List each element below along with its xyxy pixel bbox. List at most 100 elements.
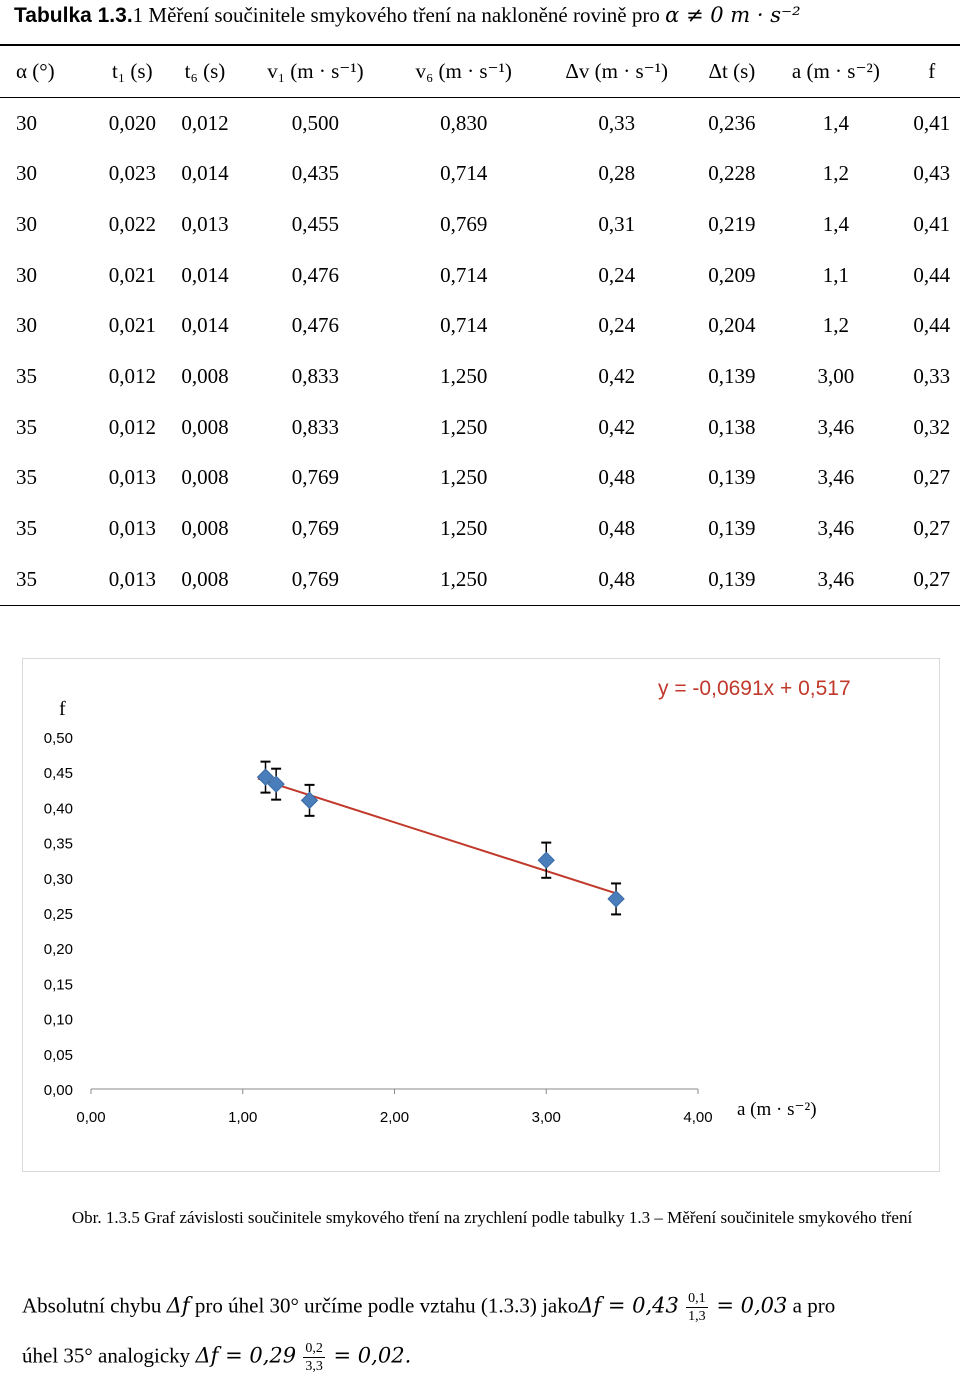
table-cell: 0,021: [108, 313, 156, 338]
table-cell: 0,455: [291, 211, 340, 236]
table-caption: Tabulka 1.3.1 Měření součinitele smykové…: [14, 0, 801, 31]
header-alpha: α (°): [16, 58, 55, 83]
table-cell: 35: [16, 414, 37, 439]
chart-frame: 0,00 0,05 0,10 0,15 0,20 0,25 0,30 0,35 0,40 0,45…: [22, 658, 940, 1172]
table-cell: 1,250: [440, 566, 488, 591]
table-cell: 1,2: [822, 161, 849, 186]
fraction-1-num: 0,1: [686, 1291, 708, 1308]
table-cell: 35: [16, 363, 37, 388]
table-cell: 0,139: [708, 566, 756, 591]
table-cell: 0,28: [598, 161, 636, 186]
table-cell: 0,41: [913, 211, 951, 236]
table-cell: 0,830: [440, 110, 488, 135]
table-cell: 0,42: [598, 363, 636, 388]
table-cell: 0,014: [181, 313, 229, 338]
table-cell: 0,008: [181, 414, 229, 439]
para-delta-f-1: Δf: [166, 1293, 190, 1318]
table-cell: 0,020: [108, 110, 156, 135]
table-cell: 0,219: [708, 211, 756, 236]
table-cell: 0,24: [598, 313, 636, 338]
table-cell: 0,008: [181, 566, 229, 591]
para-tail-1: a pro: [787, 1293, 836, 1318]
table-cell: 30: [16, 110, 37, 135]
measurement-table: α (°) t₁ (s) t₆ (s) v₁ (m · s⁻¹) v₆ (m ·…: [0, 44, 960, 606]
table-cell: 35: [16, 465, 37, 490]
table-cell: 0,33: [598, 110, 636, 135]
table-cell: 0,022: [108, 211, 156, 236]
table-row: 35 0,012 0,008 0,833 1,250 0,42 0,138 3,46 0,32: [0, 402, 960, 453]
table-cell: 0,27: [913, 465, 951, 490]
para-expr-1: = 0,43: [601, 1293, 679, 1318]
x-tick-label: 4,00: [683, 1109, 712, 1126]
y-tick-label: 0,10: [44, 1012, 73, 1029]
table-cell: 0,012: [181, 110, 229, 135]
header-t1: t₁ (s): [112, 58, 153, 83]
paragraph-line-2: úhel 35° analogicky Δf = 0,29 0,2 3,3 = 0…: [22, 1340, 411, 1375]
header-t6: t₆ (s): [184, 58, 226, 83]
table-caption-lead: Tabulka 1.3.: [14, 4, 133, 27]
table-cell: 3,46: [817, 566, 855, 591]
table-cell: 0,013: [108, 566, 156, 591]
header-dt: Δt (s): [708, 58, 756, 83]
table-cell: 0,769: [291, 465, 340, 490]
table-cell: 1,250: [440, 516, 488, 541]
table-cell: 0,48: [598, 566, 636, 591]
data-point-2: [300, 791, 319, 810]
table-cell: 0,24: [598, 262, 636, 287]
table-cell: 0,023: [108, 161, 156, 186]
table-cell: 0,769: [291, 516, 340, 541]
para-text-1a: Absolutní chybu: [22, 1293, 167, 1318]
para-delta-f-2: Δf: [195, 1343, 219, 1368]
table-cell: 1,1: [822, 262, 849, 287]
table-cell: 0,476: [291, 262, 340, 287]
table-cell: 0,714: [440, 313, 488, 338]
table-row: 30 0,020 0,012 0,500 0,830 0,33 0,236 1,4 0,41: [0, 97, 960, 148]
y-axis-label: f: [59, 698, 66, 720]
table-cell: 0,500: [291, 110, 340, 135]
table-header-row: α (°) t₁ (s) t₆ (s) v₁ (m · s⁻¹) v₆ (m ·…: [0, 45, 960, 98]
header-v6: v₆ (m · s⁻¹): [415, 58, 512, 83]
table-cell: 0,44: [913, 262, 951, 287]
fraction-2-num: 0,2: [303, 1341, 325, 1358]
table-cell: 0,013: [108, 516, 156, 541]
table-cell: 0,228: [708, 161, 756, 186]
table-cell: 1,250: [440, 363, 488, 388]
para-result-1: = 0,03: [709, 1293, 788, 1318]
fraction-1: 0,1 1,3: [686, 1290, 708, 1325]
table-cell: 0,139: [708, 363, 756, 388]
table-cell: 3,46: [817, 516, 855, 541]
table-cell: 1,250: [440, 465, 488, 490]
y-tick-label: 0,40: [44, 800, 73, 817]
y-tick-label: 0,05: [44, 1047, 73, 1064]
table-cell: 0,714: [440, 262, 488, 287]
y-tick-label: 0,15: [44, 976, 73, 993]
x-tick-label: 2,00: [380, 1109, 409, 1126]
table-cell: 0,27: [913, 566, 951, 591]
paragraph-line-1: Absolutní chybu Δf pro úhel 30° určíme p…: [22, 1290, 835, 1325]
para-delta-f-1b: Δf: [578, 1293, 602, 1318]
x-tick-label: 0,00: [76, 1109, 105, 1126]
table-caption-condition: α ≠ 0 m · s⁻²: [665, 3, 801, 27]
para-text-1b: pro úhel 30° určíme podle vztahu (1.3.3)…: [189, 1293, 579, 1318]
table-cell: 0,833: [291, 414, 340, 439]
table-cell: 30: [16, 211, 37, 236]
table-cell: 3,00: [817, 363, 855, 388]
table-cell: 30: [16, 313, 37, 338]
x-axis-label: a (m · s⁻²): [737, 1099, 817, 1120]
para-expr-2: = 0,29: [218, 1343, 297, 1368]
table-cell: 0,31: [598, 211, 636, 236]
table-cell: 0,32: [913, 414, 951, 439]
header-v1: v₁ (m · s⁻¹): [267, 58, 364, 83]
table-cell: 0,012: [108, 363, 156, 388]
y-tick-label: 0,45: [44, 765, 73, 782]
scatter-chart: 0,00 0,05 0,10 0,15 0,20 0,25 0,30 0,35 0,40 0,45…: [44, 677, 851, 1126]
table-cell: 0,769: [291, 566, 340, 591]
table-cell: 0,833: [291, 363, 340, 388]
table-cell: 35: [16, 566, 37, 591]
fraction-2-den: 3,3: [305, 1359, 323, 1374]
table-cell: 1,250: [440, 414, 488, 439]
table-cell: 0,476: [291, 313, 340, 338]
table-cell: 1,4: [822, 110, 849, 135]
y-tick-label: 0,30: [44, 871, 73, 888]
y-tick-label: 0,35: [44, 836, 73, 853]
